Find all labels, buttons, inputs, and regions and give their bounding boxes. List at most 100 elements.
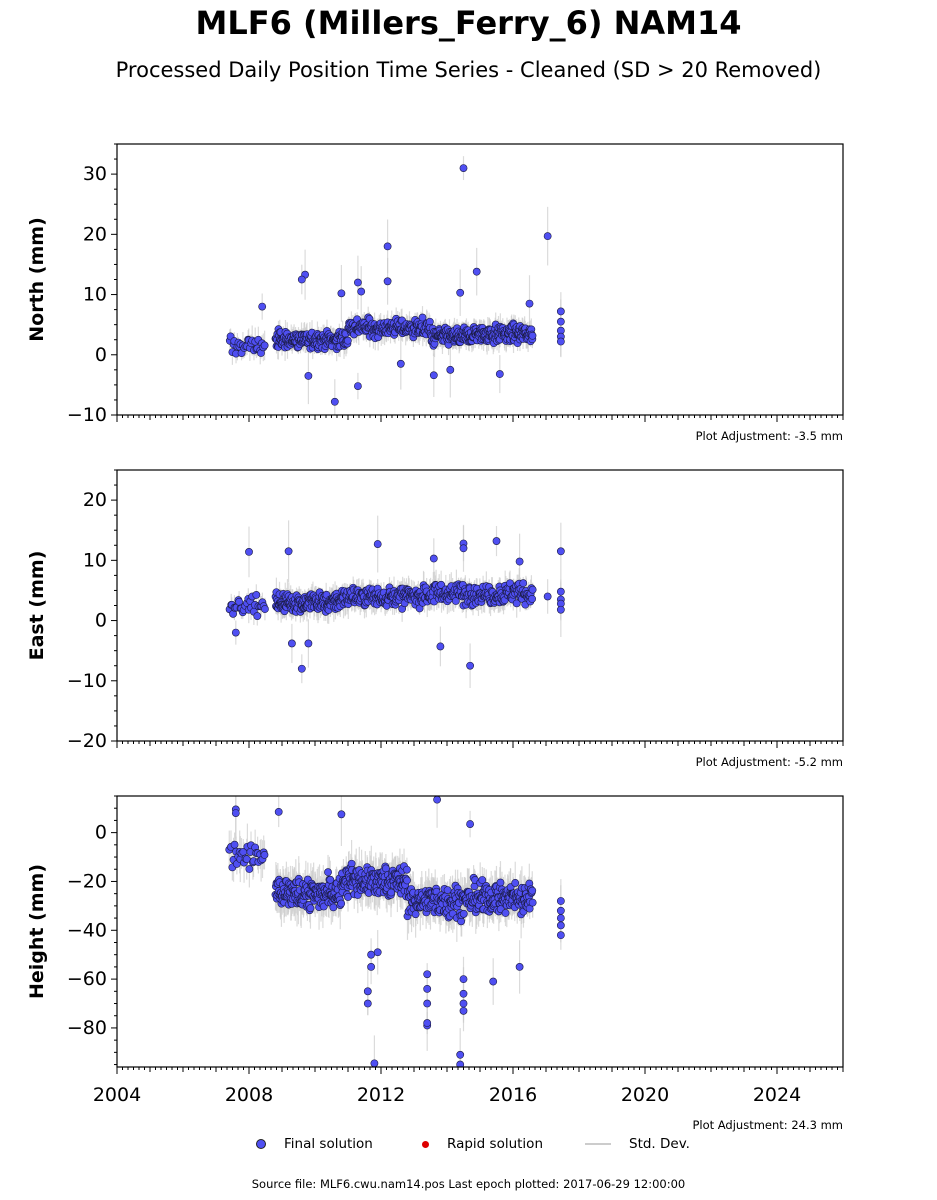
data-point bbox=[330, 397, 339, 406]
y-tick-label: 30 bbox=[83, 163, 107, 185]
data-point bbox=[543, 232, 552, 241]
data-point bbox=[396, 359, 405, 368]
x-tick-label: 2020 bbox=[621, 1084, 669, 1106]
data-point bbox=[261, 605, 269, 613]
data-point bbox=[329, 903, 338, 912]
data-point bbox=[373, 948, 382, 957]
data-point bbox=[556, 547, 565, 556]
data-point bbox=[512, 599, 521, 608]
data-point bbox=[459, 999, 468, 1008]
data-point bbox=[231, 628, 240, 637]
data-point bbox=[543, 592, 552, 601]
plot-adjustment-note: Plot Adjustment: -3.5 mm bbox=[696, 429, 843, 443]
data-point bbox=[423, 970, 432, 979]
final-solution-marker bbox=[256, 1139, 266, 1149]
data-point bbox=[363, 987, 372, 996]
data-point bbox=[525, 299, 534, 308]
data-point bbox=[556, 921, 565, 930]
data-point bbox=[245, 548, 253, 556]
x-tick-label: 2008 bbox=[225, 1084, 273, 1106]
data-point bbox=[446, 365, 455, 374]
data-point bbox=[528, 331, 537, 340]
data-point bbox=[556, 307, 565, 316]
panel-frame bbox=[116, 143, 844, 416]
data-point bbox=[423, 999, 432, 1008]
data-point bbox=[556, 897, 565, 905]
data-point bbox=[373, 540, 382, 548]
data-point bbox=[245, 865, 254, 873]
data-point bbox=[258, 302, 267, 311]
data-point bbox=[459, 1006, 468, 1015]
data-point bbox=[260, 851, 269, 859]
data-point bbox=[367, 950, 375, 959]
data-point bbox=[252, 591, 261, 599]
y-tick-label: 0 bbox=[95, 822, 107, 844]
data-point bbox=[411, 910, 420, 919]
data-point bbox=[429, 554, 438, 563]
data-point bbox=[337, 899, 346, 908]
data-point bbox=[456, 1060, 465, 1067]
y-tick-label: 20 bbox=[83, 489, 107, 511]
data-point bbox=[304, 371, 313, 380]
legend-rapid-label: Rapid solution bbox=[447, 1136, 543, 1152]
legend-final: Final solution bbox=[256, 1136, 373, 1152]
data-point bbox=[528, 594, 536, 603]
data-point bbox=[459, 544, 468, 553]
data-point bbox=[387, 888, 396, 897]
data-point bbox=[556, 605, 565, 614]
data-point bbox=[235, 597, 243, 606]
data-point bbox=[403, 865, 411, 874]
data-point bbox=[556, 587, 565, 596]
data-point bbox=[472, 267, 481, 276]
data-point bbox=[383, 242, 392, 251]
data-point bbox=[501, 909, 510, 917]
y-tick-label: 0 bbox=[95, 610, 107, 632]
legend-stddev-label: Std. Dev. bbox=[629, 1136, 690, 1152]
panel-2-data bbox=[225, 515, 565, 689]
data-point bbox=[459, 909, 468, 918]
data-point bbox=[231, 809, 240, 817]
data-point bbox=[433, 796, 441, 804]
data-point bbox=[459, 164, 468, 172]
data-point bbox=[297, 275, 306, 284]
data-point bbox=[556, 337, 565, 346]
data-point bbox=[423, 1019, 432, 1027]
data-point bbox=[337, 289, 346, 298]
data-point bbox=[343, 336, 352, 345]
data-point bbox=[260, 341, 269, 350]
panel-3-data bbox=[225, 796, 565, 1067]
data-point bbox=[515, 963, 524, 971]
data-point bbox=[287, 639, 296, 648]
source-note: Source file: MLF6.cwu.nam14.pos Last epo… bbox=[251, 1177, 686, 1191]
y-axis-label: North (mm) bbox=[26, 217, 48, 342]
data-point bbox=[363, 999, 372, 1008]
data-point bbox=[492, 537, 501, 545]
data-point bbox=[456, 1050, 465, 1059]
data-point bbox=[324, 868, 332, 877]
data-point bbox=[496, 878, 505, 887]
data-point bbox=[437, 580, 446, 589]
y-tick-label: −40 bbox=[67, 919, 107, 941]
data-point bbox=[556, 931, 565, 940]
data-point bbox=[357, 287, 366, 296]
rapid-solution-marker bbox=[422, 1140, 429, 1148]
data-point bbox=[466, 820, 474, 828]
data-point bbox=[418, 313, 427, 322]
data-point bbox=[230, 840, 239, 849]
data-point bbox=[519, 579, 528, 588]
data-point bbox=[304, 639, 313, 648]
data-point bbox=[459, 989, 468, 998]
x-tick-label: 2004 bbox=[93, 1084, 141, 1106]
data-point bbox=[556, 317, 565, 326]
data-point bbox=[429, 371, 438, 380]
data-point bbox=[556, 906, 565, 915]
plot-adjustment-note: Plot Adjustment: 24.3 mm bbox=[692, 1118, 843, 1132]
data-point bbox=[381, 864, 390, 873]
legend-rapid: Rapid solution bbox=[422, 1136, 543, 1152]
legend-stddev: Std. Dev. bbox=[585, 1136, 690, 1152]
data-point bbox=[528, 585, 537, 594]
data-point bbox=[528, 898, 537, 907]
y-tick-label: −10 bbox=[67, 404, 107, 426]
y-tick-label: −20 bbox=[67, 730, 107, 752]
y-tick-label: −80 bbox=[67, 1017, 107, 1039]
